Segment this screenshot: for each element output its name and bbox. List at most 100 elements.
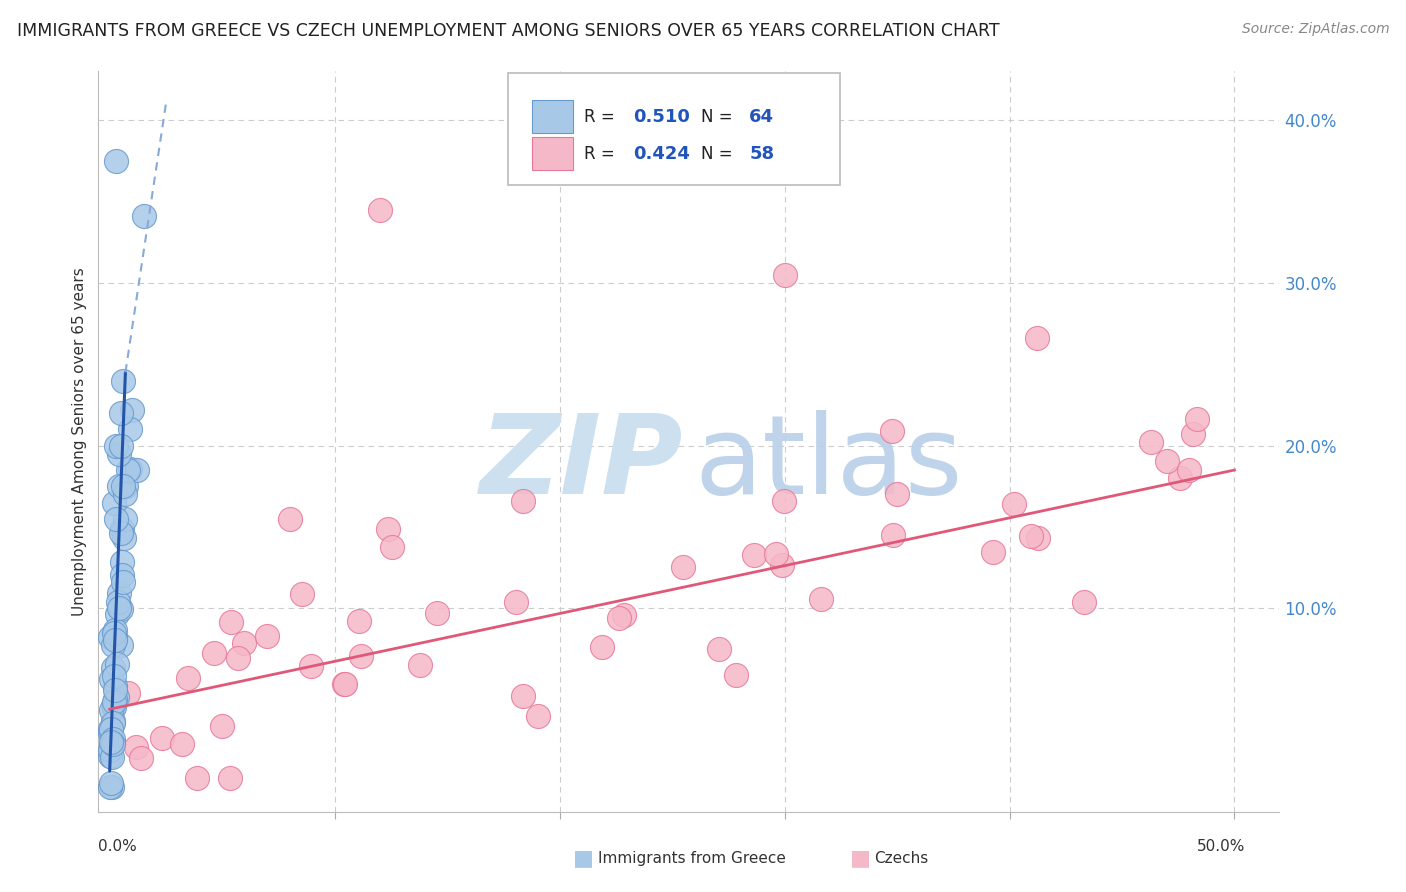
- Point: [124, 739, 146, 754]
- Point: [211, 719, 233, 733]
- Point: [505, 594, 527, 608]
- Point: [773, 493, 796, 508]
- Point: [104, 624, 127, 638]
- Point: [707, 642, 730, 657]
- Point: [111, 555, 134, 569]
- Text: 58: 58: [749, 145, 775, 162]
- FancyBboxPatch shape: [508, 73, 841, 185]
- Point: [101, 714, 124, 729]
- Point: [1185, 412, 1208, 426]
- Text: IMMIGRANTS FROM GREECE VS CZECH UNEMPLOYMENT AMONG SENIORS OVER 65 YEARS CORRELA: IMMIGRANTS FROM GREECE VS CZECH UNEMPLOY…: [17, 22, 1000, 40]
- Point: [100, 735, 122, 749]
- Text: 64: 64: [749, 108, 775, 126]
- Point: [613, 607, 636, 622]
- Point: [121, 402, 143, 417]
- Point: [512, 690, 534, 704]
- Point: [108, 586, 131, 600]
- Point: [100, 703, 122, 717]
- Point: [381, 540, 404, 554]
- Point: [112, 531, 135, 545]
- Point: [1178, 463, 1201, 477]
- Point: [112, 374, 135, 388]
- Point: [110, 439, 132, 453]
- Point: [100, 722, 122, 736]
- Point: [349, 649, 371, 664]
- Text: 0.424: 0.424: [634, 145, 690, 162]
- Point: [101, 780, 124, 795]
- Text: N =: N =: [700, 108, 738, 126]
- Text: N =: N =: [700, 145, 738, 162]
- FancyBboxPatch shape: [531, 137, 574, 170]
- Point: [1073, 595, 1095, 609]
- Point: [409, 657, 432, 672]
- Point: [98, 780, 121, 795]
- Point: [107, 595, 129, 609]
- Point: [672, 559, 695, 574]
- FancyBboxPatch shape: [531, 101, 574, 133]
- Point: [104, 682, 127, 697]
- Point: [105, 657, 128, 671]
- Point: [591, 640, 613, 654]
- Point: [118, 422, 141, 436]
- Point: [98, 722, 121, 736]
- Point: [1156, 454, 1178, 468]
- Point: [1025, 331, 1047, 345]
- Point: [98, 631, 121, 645]
- Point: [347, 614, 370, 628]
- Point: [101, 732, 124, 747]
- Point: [111, 567, 134, 582]
- Text: ■: ■: [574, 848, 593, 868]
- Point: [882, 527, 904, 541]
- Point: [108, 601, 131, 615]
- Point: [810, 592, 832, 607]
- Point: [377, 522, 399, 536]
- Point: [104, 630, 127, 644]
- Point: [299, 659, 322, 673]
- Point: [1168, 471, 1191, 485]
- Point: [104, 632, 127, 647]
- Point: [770, 558, 793, 572]
- Point: [98, 726, 121, 740]
- Point: [110, 638, 132, 652]
- Point: [1002, 497, 1025, 511]
- Text: atlas: atlas: [695, 410, 963, 517]
- Point: [202, 646, 225, 660]
- Point: [278, 512, 301, 526]
- Point: [1140, 435, 1163, 450]
- Point: [112, 575, 135, 590]
- Point: [111, 522, 134, 536]
- Point: [118, 461, 141, 475]
- Point: [131, 750, 153, 764]
- Point: [607, 611, 630, 625]
- Point: [233, 636, 256, 650]
- Y-axis label: Unemployment Among Seniors over 65 years: Unemployment Among Seniors over 65 years: [72, 268, 87, 615]
- Point: [104, 679, 127, 693]
- Point: [512, 493, 534, 508]
- Point: [105, 690, 128, 704]
- Point: [256, 629, 278, 643]
- Point: [186, 771, 208, 785]
- Point: [110, 602, 132, 616]
- Point: [886, 487, 908, 501]
- Point: [152, 731, 174, 746]
- Point: [105, 439, 128, 453]
- Point: [103, 695, 125, 709]
- Point: [983, 545, 1005, 559]
- Point: [219, 615, 242, 629]
- Point: [426, 607, 449, 621]
- Point: [105, 153, 128, 168]
- Point: [100, 672, 122, 686]
- Point: [170, 738, 193, 752]
- Point: [724, 668, 747, 682]
- Point: [112, 479, 135, 493]
- Text: ZIP: ZIP: [479, 410, 683, 517]
- Text: R =: R =: [583, 108, 620, 126]
- Point: [115, 479, 138, 493]
- Point: [101, 750, 124, 764]
- Point: [110, 406, 132, 420]
- Point: [882, 425, 904, 439]
- Point: [103, 626, 125, 640]
- Point: [226, 650, 249, 665]
- Text: Immigrants from Greece: Immigrants from Greece: [598, 851, 786, 865]
- Point: [773, 268, 796, 282]
